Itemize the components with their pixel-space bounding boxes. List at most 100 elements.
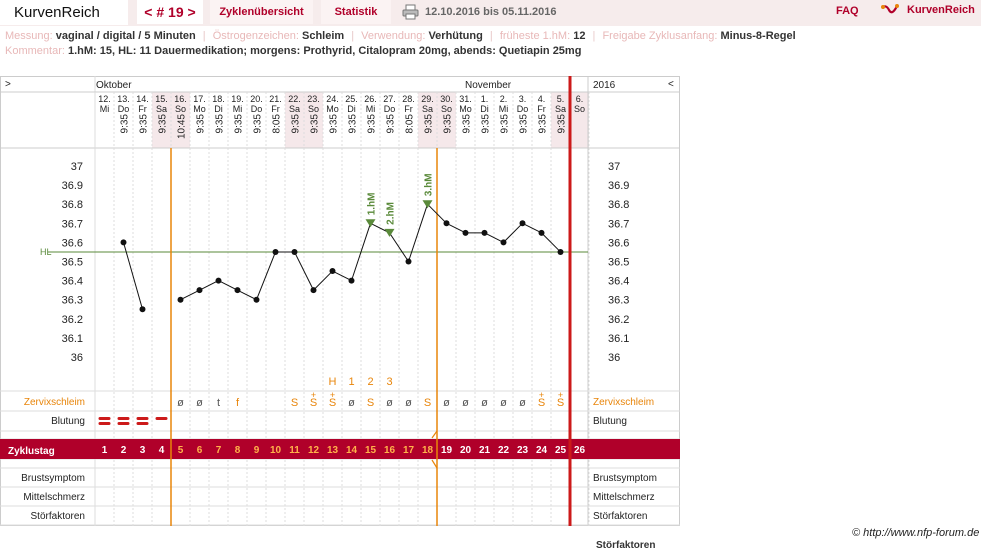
temp-point[interactable] — [310, 287, 317, 294]
day-time: 9:35 — [481, 114, 492, 134]
hm-marker[interactable] — [422, 200, 433, 209]
weekend-shade — [285, 92, 304, 148]
day-weekday: Mo — [459, 104, 472, 114]
faq-link[interactable]: FAQ — [836, 5, 859, 17]
mucus-symbol: t — [217, 397, 220, 409]
day-date: 27. — [383, 94, 396, 104]
temp-point[interactable] — [519, 220, 526, 227]
weekend-shade — [418, 92, 437, 148]
cycle-day-number: 4 — [159, 445, 165, 456]
mucus-symbol: ø — [196, 397, 203, 409]
day-time: 8:05 — [272, 114, 283, 134]
hm-marker[interactable] — [384, 228, 395, 237]
temp-point[interactable] — [291, 248, 298, 255]
temp-line-segment — [294, 251, 314, 291]
temp-point[interactable] — [177, 296, 184, 303]
day-time: 10:45 — [177, 114, 188, 139]
day-weekday: Fr — [271, 104, 280, 114]
verwendung-label: Verwendung: — [361, 30, 426, 42]
cycle-day-number: 3 — [140, 445, 146, 456]
temp-line-segment — [446, 222, 466, 234]
nav-next-button: > — [5, 79, 11, 90]
day-weekday: Sa — [289, 104, 300, 114]
y-tick-label-right: 36 — [608, 352, 620, 364]
temp-point[interactable] — [500, 239, 507, 246]
mucus-plus-symbol: + — [330, 390, 335, 400]
temp-point[interactable] — [538, 229, 545, 236]
temp-line-segment — [180, 289, 200, 301]
y-tick-label-left: 36.1 — [62, 333, 83, 345]
day-weekday: Di — [347, 104, 356, 114]
day-date: 28. — [402, 94, 415, 104]
cycle-day-number: 5 — [178, 445, 184, 456]
orange-notch — [431, 430, 438, 469]
weekend-shade — [551, 92, 570, 148]
day-date: 25. — [345, 94, 358, 104]
y-tick-label-left: 36.2 — [62, 314, 83, 326]
day-weekday: Sa — [555, 104, 566, 114]
temp-point[interactable] — [120, 239, 127, 246]
day-weekday: Do — [251, 104, 263, 114]
y-tick-label-right: 36.2 — [608, 314, 629, 326]
weekend-shade — [570, 92, 589, 148]
tab-zyklenuebersicht[interactable]: Zyklenübersicht — [210, 0, 313, 24]
temp-point[interactable] — [139, 306, 146, 313]
temp-point[interactable] — [272, 248, 279, 255]
day-weekday: Do — [517, 104, 529, 114]
tab-statistik[interactable]: Statistik — [321, 0, 391, 24]
cycle-day-number: 14 — [346, 445, 358, 456]
day-date: 4. — [538, 94, 546, 104]
y-tick-label-left: 36.8 — [62, 199, 83, 211]
row-label-stoer-left: Störfaktoren — [31, 511, 85, 522]
peak-day-label: 3 — [386, 376, 392, 388]
cycle-day-number: 15 — [365, 445, 377, 456]
cycle-day-number: 11 — [289, 445, 300, 456]
date-range: 12.10.2016 bis 05.11.2016 — [425, 6, 557, 18]
day-date: 17. — [193, 94, 206, 104]
y-tick-label-right: 36.4 — [608, 276, 629, 288]
temp-point[interactable] — [348, 277, 355, 284]
temp-point[interactable] — [329, 268, 336, 275]
temp-line-segment — [503, 222, 523, 243]
peak-day-label: 1 — [348, 376, 354, 388]
cycle-day-number: 20 — [460, 445, 472, 456]
row-label-zyklustag: Zyklustag — [8, 446, 55, 457]
print-icon[interactable] — [402, 4, 419, 20]
cycle-day-number: 18 — [422, 445, 434, 456]
day-date: 19. — [231, 94, 244, 104]
day-time: 9:35 — [329, 114, 340, 134]
peak-day-label: H — [329, 376, 337, 388]
mucus-symbol: ø — [386, 397, 393, 409]
y-tick-label-right: 36.7 — [608, 218, 629, 230]
weekend-shade — [304, 92, 323, 148]
month-label-october: Oktober — [96, 80, 132, 91]
temp-point[interactable] — [234, 287, 241, 294]
temp-point[interactable] — [443, 220, 450, 227]
mucus-symbol: S — [538, 397, 545, 409]
temp-point[interactable] — [481, 229, 488, 236]
temp-point[interactable] — [405, 258, 412, 265]
separator: | — [351, 30, 355, 42]
day-weekday: So — [574, 104, 585, 114]
freigabe-value: Minus-8-Regel — [720, 30, 796, 42]
temp-point[interactable] — [462, 229, 469, 236]
mucus-symbol: ø — [348, 397, 355, 409]
weekend-shade — [171, 92, 190, 148]
y-tick-label-left: 36.9 — [62, 180, 83, 192]
cycle-day-number: 26 — [574, 445, 586, 456]
hm-marker[interactable] — [365, 219, 376, 228]
day-weekday: Mi — [100, 104, 110, 114]
month-label-november: November — [465, 80, 512, 91]
day-date: 13. — [117, 94, 130, 104]
temp-point[interactable] — [557, 248, 564, 255]
temp-point[interactable] — [253, 296, 260, 303]
day-time: 9:35 — [120, 114, 131, 134]
cycle-navigator[interactable]: < # 19 > — [137, 0, 203, 24]
info-line-2: Kommentar: 1.hM: 15, HL: 11 Dauermedikat… — [5, 45, 581, 57]
brand-title[interactable]: KurvenReich — [0, 0, 128, 25]
temp-point[interactable] — [196, 287, 203, 294]
row-label-mittel-left: Mittelschmerz — [23, 492, 85, 503]
temp-point[interactable] — [215, 277, 222, 284]
day-date: 15. — [155, 94, 168, 104]
hm-label: 3.hM — [424, 173, 435, 196]
